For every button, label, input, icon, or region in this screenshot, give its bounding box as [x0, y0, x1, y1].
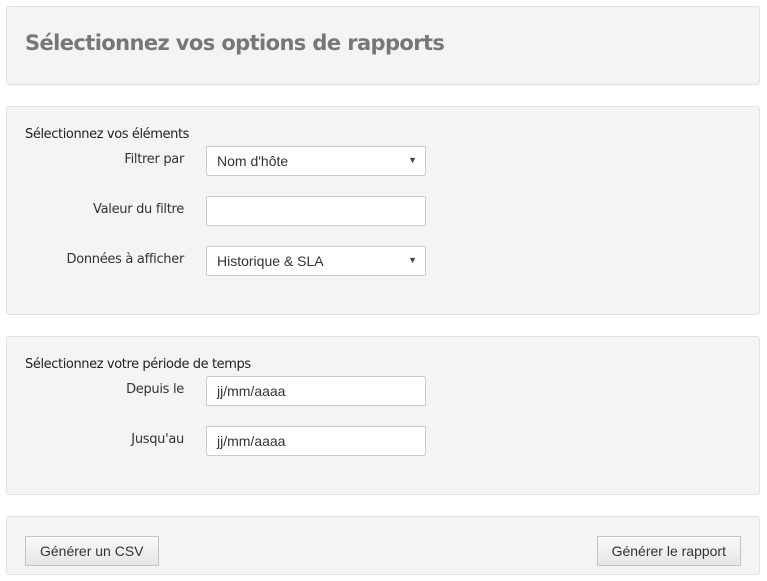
to-label: Jusqu'au: [131, 432, 184, 447]
elements-panel: Sélectionnez vos éléments Filtrer par No…: [6, 106, 760, 315]
page-title: Sélectionnez vos options de rapports: [25, 31, 445, 55]
generate-csv-button[interactable]: Générer un CSV: [25, 536, 159, 566]
filter-value-input[interactable]: [206, 196, 426, 226]
chevron-down-icon: ▼: [408, 255, 417, 265]
to-date-input[interactable]: jj/mm/aaaa: [206, 426, 426, 456]
from-date-input[interactable]: jj/mm/aaaa: [206, 376, 426, 406]
from-label: Depuis le: [126, 382, 184, 397]
actions-panel: Générer un CSV Générer le rapport: [6, 516, 760, 575]
elements-section-title: Sélectionnez vos éléments: [25, 127, 190, 142]
generate-report-button[interactable]: Générer le rapport: [596, 536, 741, 566]
data-to-show-select[interactable]: Historique & SLA ▼: [206, 246, 426, 276]
data-to-show-value: Historique & SLA: [217, 253, 324, 269]
period-section-title: Sélectionnez votre période de temps: [25, 357, 251, 372]
chevron-down-icon: ▼: [408, 155, 417, 165]
filter-by-value: Nom d'hôte: [217, 153, 289, 169]
filter-by-label: Filtrer par: [124, 152, 184, 167]
filter-value-label: Valeur du filtre: [93, 202, 184, 217]
header-panel: Sélectionnez vos options de rapports: [6, 6, 760, 85]
data-to-show-label: Données à afficher: [66, 252, 184, 267]
period-panel: Sélectionnez votre période de temps Depu…: [6, 336, 760, 495]
filter-by-select[interactable]: Nom d'hôte ▼: [206, 146, 426, 176]
